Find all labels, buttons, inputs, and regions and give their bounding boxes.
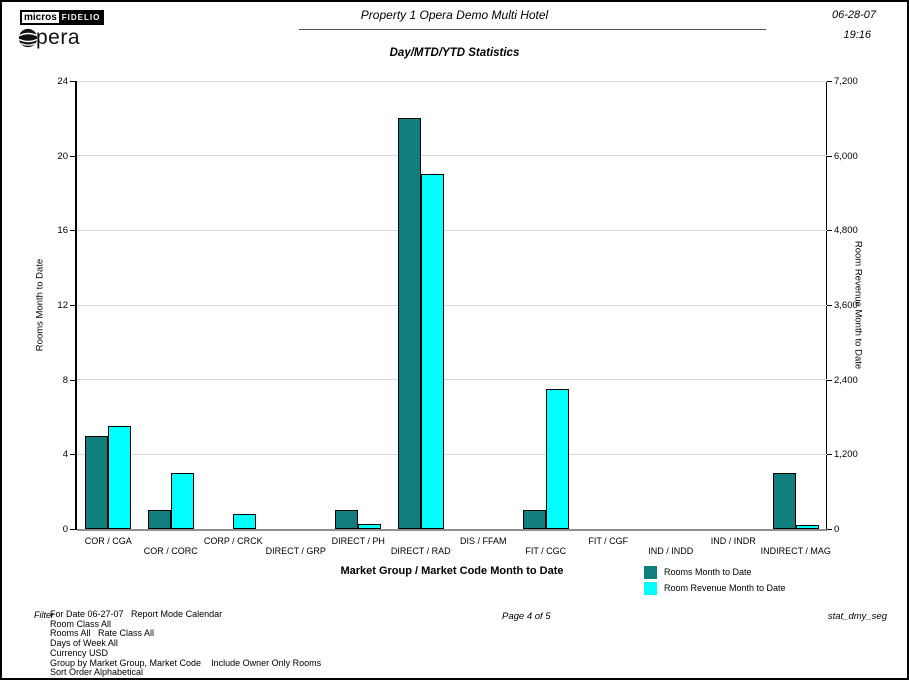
bar-rooms	[772, 473, 796, 529]
right-axis-tick-label: 3,600	[834, 300, 858, 311]
bar-revenue	[170, 473, 194, 529]
x-axis-category-label: FIT / CGF	[588, 536, 629, 546]
page-indicator: Page 4 of 5	[502, 611, 551, 622]
micros-logo-text: micros	[22, 12, 59, 23]
left-axis-tick	[70, 155, 75, 157]
rooms-legend-swatch	[644, 565, 657, 579]
fidelio-logo-text: FIDELIO	[61, 13, 101, 22]
filter-line: Group by Market Group, Market Code Inclu…	[50, 657, 322, 668]
report-time: 19:16	[843, 29, 871, 41]
gridline	[77, 379, 827, 381]
bar-revenue	[358, 524, 382, 529]
x-axis-category-label: INDIRECT / MAG	[760, 546, 831, 556]
left-axis-tick	[70, 379, 75, 381]
gridline	[77, 304, 827, 306]
gridline	[77, 229, 827, 231]
filter-line: For Date 06-27-07 Report Mode Calendar	[50, 609, 223, 619]
filter-line: Currency USD	[50, 647, 109, 658]
right-axis-tick-label: 4,800	[834, 225, 858, 237]
right-axis-tick	[827, 81, 832, 82]
opera-logo-text: pera	[36, 26, 81, 49]
right-axis-tick-label: 2,400	[834, 374, 858, 386]
rooms-legend-label: Rooms Month to Date	[664, 567, 752, 577]
right-axis-tick-label: 0	[834, 524, 840, 535]
bar-rooms	[147, 510, 171, 529]
x-axis-category-label: COR / CGA	[84, 536, 132, 546]
left-axis-tick	[70, 230, 75, 232]
x-axis-category-label: COR / CORC	[143, 546, 198, 556]
chart-title: Day/MTD/YTD Statistics	[389, 47, 520, 59]
x-axis-line	[77, 529, 827, 531]
right-axis-tick-label: 6,000	[834, 150, 858, 162]
report-code: stat_dmy_seg	[827, 611, 887, 622]
revenue-legend-swatch	[644, 581, 657, 595]
left-axis-tick-label: 12	[57, 300, 68, 311]
opera-globe-icon	[17, 27, 39, 49]
filter-criteria: For Date 06-27-07 Report Mode Calendar Ro…	[50, 609, 322, 678]
left-axis-tick	[70, 81, 75, 82]
right-axis-tick	[827, 305, 832, 306]
x-axis-title: Market Group / Market Code Month to Date	[340, 565, 564, 577]
bar-rooms	[397, 118, 421, 529]
opera-logo: pera	[17, 26, 80, 50]
bar-revenue	[108, 426, 132, 529]
left-axis-tick	[70, 529, 75, 530]
x-axis-category-label: IND / INDR	[710, 536, 756, 546]
right-y-axis-line	[826, 81, 827, 530]
right-axis-tick-label: 7,200	[834, 76, 858, 87]
filter-line: Rooms All Rate Class All	[50, 628, 155, 639]
bar-rooms	[85, 435, 109, 529]
gridline	[77, 80, 827, 82]
right-axis-tick	[827, 454, 832, 456]
right-axis-tick	[827, 379, 832, 381]
filter-label: Filter	[34, 610, 54, 620]
bar-rooms	[335, 510, 359, 529]
left-axis-tick-label: 4	[62, 449, 68, 461]
x-axis-category-label: IND / INDD	[648, 546, 694, 556]
left-axis-tick-label: 20	[57, 150, 68, 162]
title-divider	[299, 29, 766, 30]
x-axis-category-label: CORP / CRCK	[203, 536, 263, 546]
x-axis-category-label: DIRECT / PH	[331, 536, 385, 546]
left-axis-tick	[70, 305, 75, 306]
bar-revenue	[795, 525, 819, 529]
x-axis-category-label: DIS / FFAM	[459, 536, 507, 546]
filter-line: Days of Week All	[50, 638, 118, 649]
left-axis-tick	[70, 454, 75, 456]
legend-item-rooms: Rooms Month to Date	[644, 564, 786, 580]
right-axis-tick-label: 1,200	[834, 449, 858, 461]
report-title: Property 1 Opera Demo Multi Hotel	[360, 8, 549, 22]
right-axis-tick	[827, 529, 832, 530]
bar-rooms	[522, 510, 546, 529]
revenue-legend-label: Room Revenue Month to Date	[664, 583, 786, 593]
right-axis-tick	[827, 230, 832, 232]
x-axis-category-label: FIT / CGC	[525, 546, 567, 556]
gridline	[77, 155, 827, 157]
micros-fidelio-logo: micros FIDELIO	[20, 10, 105, 25]
left-axis-tick-label: 8	[62, 374, 68, 386]
x-axis-category-label: DIRECT / GRP	[265, 546, 326, 556]
filter-line: Room Class All	[50, 618, 112, 629]
left-axis-tick-label: 24	[57, 76, 68, 87]
bar-revenue	[420, 174, 444, 529]
bar-revenue	[545, 389, 569, 529]
chart-legend: Rooms Month to Date Room Revenue Month t…	[644, 564, 786, 596]
report-date: 06-28-07	[831, 9, 876, 21]
filter-line: Sort Order Alphabetical	[50, 667, 144, 678]
x-axis-category-label: DIRECT / RAD	[390, 546, 451, 556]
left-y-axis-line	[75, 81, 77, 530]
right-axis-tick	[827, 155, 832, 157]
gridline	[77, 453, 827, 455]
left-axis-tick-label: 16	[57, 225, 68, 237]
legend-item-revenue: Room Revenue Month to Date	[644, 580, 786, 596]
bar-revenue	[233, 514, 257, 529]
left-axis-tick-label: 0	[62, 524, 68, 535]
